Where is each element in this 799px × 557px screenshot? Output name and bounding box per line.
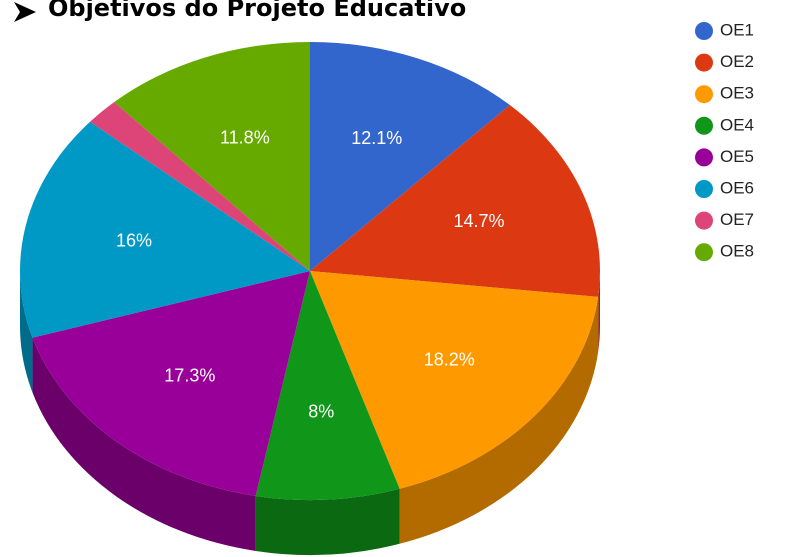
slice-label: 12.1% bbox=[351, 128, 402, 148]
slice bbox=[114, 42, 310, 271]
legend-label: OE3 bbox=[720, 84, 754, 103]
slice bbox=[32, 271, 311, 496]
slice-side bbox=[32, 337, 256, 551]
slice bbox=[310, 105, 600, 297]
legend-label: OE6 bbox=[720, 178, 754, 197]
slice-label: 16% bbox=[116, 231, 152, 251]
legend-label: OE5 bbox=[720, 147, 754, 166]
slice-side bbox=[255, 488, 400, 555]
slice-label: 18.2% bbox=[424, 350, 475, 370]
slice bbox=[310, 271, 599, 489]
legend-swatch bbox=[695, 116, 713, 135]
legend-swatch bbox=[695, 53, 713, 72]
title-bullet bbox=[14, 2, 36, 22]
slice bbox=[90, 102, 310, 271]
legend-swatch bbox=[695, 85, 713, 104]
slice-side bbox=[598, 271, 600, 352]
slice-label: 14.7% bbox=[453, 211, 504, 231]
legend-label: OE2 bbox=[720, 52, 754, 71]
legend-swatch bbox=[695, 148, 713, 167]
slice-label: 8% bbox=[308, 401, 334, 421]
slice-side bbox=[399, 296, 599, 544]
legend-swatch bbox=[695, 180, 713, 198]
slice bbox=[255, 271, 400, 500]
legend-swatch bbox=[695, 22, 713, 40]
legend-swatch bbox=[695, 211, 713, 230]
chart-title: Objetivos do Projeto Educativo bbox=[48, 0, 466, 22]
slice bbox=[310, 42, 510, 271]
slice-label: 17.3% bbox=[164, 365, 215, 385]
slice-side bbox=[20, 271, 33, 393]
legend-swatch bbox=[695, 243, 713, 262]
legend-label: OE1 bbox=[720, 20, 754, 39]
slice-label: 11.8% bbox=[220, 127, 270, 147]
slice bbox=[20, 121, 311, 338]
legend-label: OE8 bbox=[720, 242, 754, 261]
legend-label: OE7 bbox=[720, 210, 754, 229]
legend-label: OE4 bbox=[720, 115, 754, 134]
